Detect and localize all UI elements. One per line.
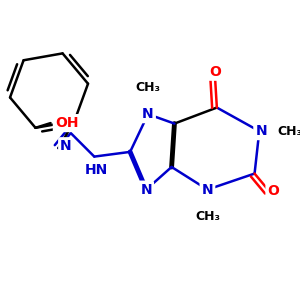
Text: OH: OH <box>55 116 78 130</box>
Text: CH₃: CH₃ <box>195 209 220 223</box>
Text: HN: HN <box>85 163 108 177</box>
Text: N: N <box>142 107 154 121</box>
Text: N: N <box>255 124 267 138</box>
Text: N: N <box>202 183 213 196</box>
Text: N: N <box>60 139 72 153</box>
Text: O: O <box>209 65 221 79</box>
Text: CH₃: CH₃ <box>136 81 160 94</box>
Text: O: O <box>268 184 279 197</box>
Text: CH₃: CH₃ <box>277 124 300 138</box>
Text: N: N <box>140 183 152 196</box>
